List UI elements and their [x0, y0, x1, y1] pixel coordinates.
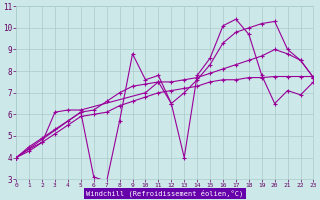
X-axis label: Windchill (Refroidissement éolien,°C): Windchill (Refroidissement éolien,°C) [86, 190, 244, 197]
